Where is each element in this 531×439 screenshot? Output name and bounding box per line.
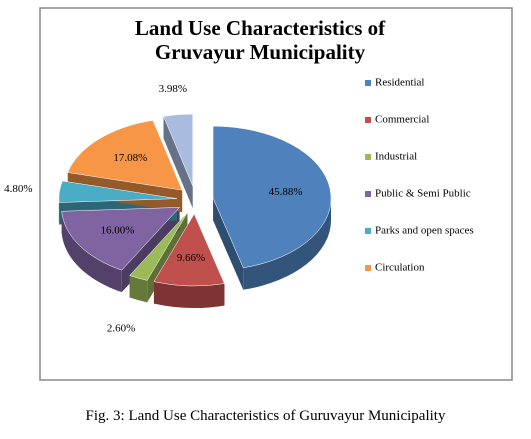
pie-slice xyxy=(153,213,225,287)
data-label: 2.60% xyxy=(107,323,135,335)
slice-side xyxy=(153,281,225,308)
pie-slice xyxy=(67,120,183,191)
legend-swatch xyxy=(365,265,371,271)
legend-label: Circulation xyxy=(375,262,425,274)
legend-swatch xyxy=(365,228,371,234)
figure-caption: Fig. 3: Land Use Characteristics of Guru… xyxy=(85,408,446,424)
slice-side xyxy=(213,198,244,290)
data-label: 16.00% xyxy=(100,225,134,237)
data-label: 9.66% xyxy=(177,252,205,264)
legend-label: Parks and open spaces xyxy=(375,225,474,237)
pie-slice xyxy=(212,125,332,269)
legend-label: Public & Semi Public xyxy=(375,188,471,200)
slice-side xyxy=(129,275,148,303)
pie-slice xyxy=(58,180,177,203)
slice-side xyxy=(243,198,332,290)
legend-swatch xyxy=(365,80,371,86)
legend-label: Residential xyxy=(375,77,425,89)
chart-title: Land Use Characteristics of Gruvayur Mun… xyxy=(134,16,386,64)
legend-swatch xyxy=(365,154,371,160)
pie-slice xyxy=(163,113,193,187)
data-label: 3.98% xyxy=(159,83,187,95)
legend-swatch xyxy=(365,117,371,123)
slice-side xyxy=(163,116,193,209)
slice-side xyxy=(61,211,122,293)
legend-swatch xyxy=(365,191,371,197)
data-label: 17.08% xyxy=(113,152,147,164)
pie-slice xyxy=(129,212,188,281)
data-label: 4.80% xyxy=(4,183,32,195)
data-label: 45.88% xyxy=(269,186,303,198)
chart-frame xyxy=(39,7,513,381)
legend-label: Industrial xyxy=(375,151,417,163)
legend-label: Commercial xyxy=(375,114,429,126)
pie-slice xyxy=(61,207,181,271)
